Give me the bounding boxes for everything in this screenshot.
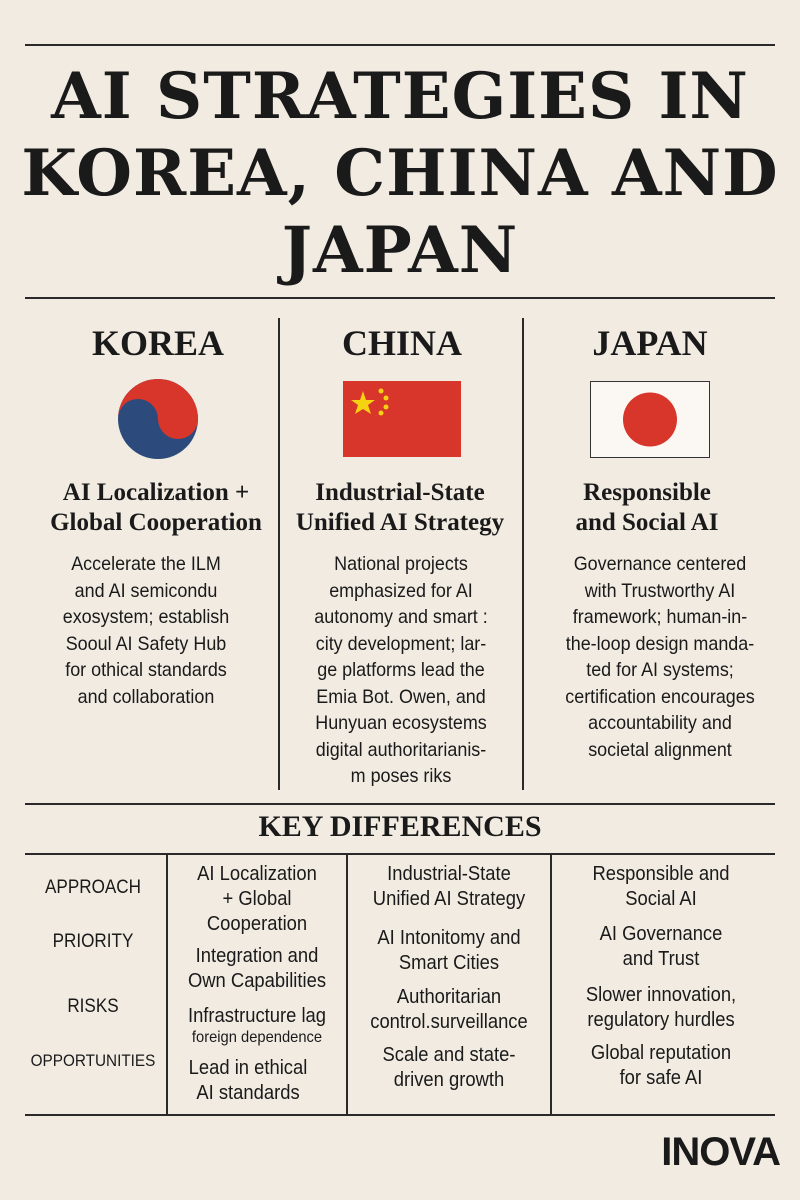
korea-priority: Integration and Own Capabilities xyxy=(187,945,327,992)
japan-opportunities: Global reputation for safe AI xyxy=(590,1042,732,1089)
country-japan: JAPAN xyxy=(592,323,708,363)
china-priority: AI Intonitomy and Smart Cities xyxy=(377,927,521,974)
korea-subtitle: AI Localization + Global Cooperation xyxy=(50,479,262,536)
title-line-1: AI STRATEGIES IN xyxy=(51,59,749,134)
row-label-opportunities: OPPORTUNITIES xyxy=(30,1051,156,1070)
japan-approach: Responsible and Social AI xyxy=(592,863,730,910)
china-description: National projects emphasized for AI autono… xyxy=(314,553,488,787)
table-divider xyxy=(346,853,348,1115)
column-divider xyxy=(278,318,280,790)
column-divider xyxy=(522,318,524,790)
table-divider xyxy=(166,853,168,1115)
japan-subtitle: Responsible and Social AI xyxy=(575,479,719,536)
top-rule xyxy=(25,44,775,46)
china-approach: Industrial-State Unified AI Strategy xyxy=(372,863,526,910)
row-label-risks: RISKS xyxy=(67,996,119,1017)
korea-opportunities: Lead in ethical AI standards xyxy=(188,1057,308,1104)
title-line-3: JAPAN xyxy=(281,213,519,288)
title-line-2: KOREA, CHINA AND xyxy=(21,136,779,211)
row-label-priority: PRIORITY xyxy=(52,931,134,952)
table-top-rule xyxy=(25,853,775,855)
korea-description: Accelerate the ILM and AI semicondu exosys… xyxy=(62,553,230,708)
china-risks: Authoritarian control.surveillance xyxy=(370,986,528,1033)
china-subtitle: Industrial-State Unified AI Strategy xyxy=(295,479,505,536)
country-china: CHINA xyxy=(341,323,462,363)
korea-risks: Infrastructure lag foreign dependence xyxy=(187,1005,327,1046)
japan-description: Governance centered with Trustworthy AI fr… xyxy=(565,553,755,761)
table-bottom-rule xyxy=(25,1114,775,1116)
table-divider xyxy=(550,853,552,1115)
japan-flag-icon xyxy=(590,381,710,458)
brand-logo: INOVA xyxy=(661,1130,781,1174)
country-korea: KOREA xyxy=(91,323,224,363)
japan-risks: Slower innovation, regulatory hurdles xyxy=(585,984,737,1031)
key-differences-heading: KEY DIFFERENCES xyxy=(258,810,542,843)
row-label-approach: APPROACH xyxy=(45,877,141,898)
china-opportunities: Scale and state-driven growth xyxy=(382,1044,516,1091)
china-flag-icon xyxy=(343,381,461,457)
section-rule xyxy=(25,803,775,805)
page-title: AI STRATEGIES IN KOREA, CHINA AND JAPAN xyxy=(0,58,800,289)
korea-flag-icon xyxy=(118,379,198,459)
japan-priority: AI Governance and Trust xyxy=(599,923,723,970)
korea-approach: AI Localization + Global Cooperation xyxy=(197,863,317,935)
title-rule xyxy=(25,297,775,299)
